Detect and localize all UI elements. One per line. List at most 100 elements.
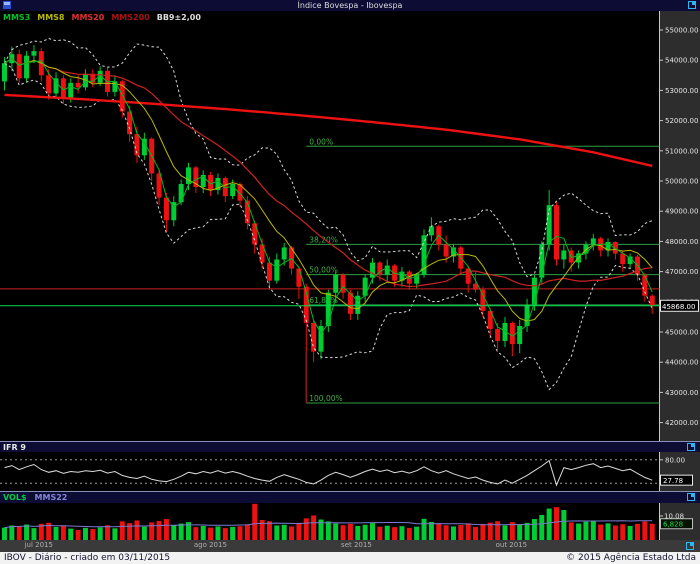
volume-bar bbox=[112, 528, 118, 540]
rsi-popout-icon[interactable] bbox=[687, 443, 695, 451]
volume-bar bbox=[509, 522, 515, 540]
y-axis-label: 45000.00 bbox=[665, 329, 698, 337]
volume-bar bbox=[82, 527, 88, 540]
last-price-box-label: 45868.00 bbox=[662, 303, 695, 311]
candle-body bbox=[362, 277, 368, 296]
volume-bar bbox=[583, 521, 589, 540]
volume-bar bbox=[296, 522, 302, 540]
time-axis-popout-icon[interactable] bbox=[686, 542, 694, 550]
volume-bar bbox=[31, 528, 37, 540]
volume-bar bbox=[554, 507, 559, 540]
candle-body bbox=[627, 256, 633, 265]
volume-bar bbox=[119, 521, 125, 540]
volume-bar bbox=[568, 522, 574, 540]
candle-body bbox=[340, 274, 346, 293]
candle-body bbox=[141, 138, 147, 156]
bollinger-band bbox=[4, 37, 653, 278]
rsi-panel-header[interactable]: IFR 9 bbox=[0, 441, 700, 452]
volume-bar bbox=[193, 527, 199, 540]
volume-bar bbox=[598, 524, 604, 540]
vol-scale-label: 10.08 bbox=[664, 513, 684, 521]
last-price-box bbox=[660, 299, 699, 312]
candle-body bbox=[649, 295, 655, 306]
volume-bar bbox=[392, 527, 398, 540]
volume-bar bbox=[318, 519, 324, 540]
status-bar: IBOV - Diário - criado em 03/11/2015 © 2… bbox=[0, 552, 700, 564]
candle-body bbox=[333, 274, 339, 293]
legend-item-mms8: MMS8 bbox=[37, 13, 65, 22]
candle-body bbox=[16, 54, 22, 79]
volume-bar bbox=[156, 520, 162, 540]
candle-body bbox=[2, 63, 7, 82]
candle-body bbox=[612, 242, 618, 254]
vol-mms22-line bbox=[4, 520, 653, 529]
candle-body bbox=[546, 205, 552, 245]
volume-bar bbox=[414, 526, 420, 540]
window-titlebar[interactable]: Índice Bovespa - Ibovespa bbox=[0, 0, 700, 11]
candle-body bbox=[281, 247, 287, 260]
vol-value-label: 6,828 bbox=[663, 521, 683, 529]
legend-item-mms3: MMS3 bbox=[3, 13, 31, 22]
volume-bar bbox=[186, 522, 191, 540]
candle-body bbox=[406, 271, 412, 284]
volume-bar bbox=[289, 526, 295, 540]
candle-body bbox=[230, 184, 236, 197]
volume-bar bbox=[487, 522, 493, 540]
volume-bar bbox=[75, 530, 81, 540]
volume-bar bbox=[642, 521, 648, 540]
candle-body bbox=[480, 289, 486, 311]
candle-body bbox=[311, 322, 317, 352]
volume-bar bbox=[215, 526, 221, 540]
time-axis-label: out 2015 bbox=[495, 541, 528, 549]
volume-bar bbox=[16, 526, 22, 540]
popout-icon[interactable] bbox=[688, 1, 696, 9]
status-right: © 2015 Agência Estado Ltda bbox=[566, 553, 696, 563]
volume-bar bbox=[620, 524, 626, 540]
volume-ma-label: MMS22 bbox=[34, 493, 68, 502]
mms3-line bbox=[4, 58, 653, 337]
candle-body bbox=[561, 250, 567, 260]
volume-bar bbox=[24, 524, 30, 540]
volume-bar bbox=[38, 523, 44, 540]
candle-body bbox=[208, 174, 214, 191]
volume-bar bbox=[406, 527, 412, 540]
candle-body bbox=[620, 253, 626, 265]
candle-body bbox=[82, 73, 88, 88]
volume-bar bbox=[200, 525, 206, 540]
candle-body bbox=[554, 205, 559, 260]
volume-bar bbox=[230, 526, 236, 540]
candle-body bbox=[53, 78, 59, 94]
volume-bar bbox=[325, 521, 331, 540]
candle-body bbox=[502, 322, 508, 342]
candle-body bbox=[450, 247, 456, 257]
candle-body bbox=[127, 111, 133, 135]
volume-bar bbox=[384, 525, 390, 540]
status-left: IBOV - Diário - criado em 03/11/2015 bbox=[4, 553, 171, 563]
candle-body bbox=[318, 325, 324, 352]
volume-bar bbox=[105, 525, 111, 540]
y-axis-label: 52000.00 bbox=[665, 117, 698, 125]
volume-bar bbox=[178, 523, 184, 540]
volume-bar bbox=[524, 522, 530, 540]
volume-chart-canvas[interactable]: 10.086,828 bbox=[0, 503, 700, 540]
y-axis-label: 42000.00 bbox=[665, 419, 698, 427]
volume-bar bbox=[60, 525, 66, 540]
candle-body bbox=[252, 223, 258, 245]
volume-bar bbox=[171, 525, 177, 540]
volume-bar bbox=[259, 520, 265, 540]
volume-popout-icon[interactable] bbox=[687, 493, 695, 501]
candle-body bbox=[200, 174, 206, 188]
candle-body bbox=[303, 286, 309, 323]
price-chart-canvas[interactable]: 0,00% 38,20% 50,00% 61,80% 100,00% 55000.00 54… bbox=[0, 24, 700, 441]
rsi-chart-canvas[interactable]: 80.00 27.78 bbox=[0, 452, 700, 491]
y-axis-label: 53000.00 bbox=[665, 87, 698, 95]
volume-bar bbox=[370, 523, 375, 540]
vol-value-box bbox=[660, 518, 693, 530]
candle-body bbox=[524, 304, 530, 326]
candle-body bbox=[355, 295, 361, 314]
candle-body bbox=[399, 271, 405, 281]
rsi-panel-title: IFR 9 bbox=[3, 442, 26, 452]
candle-body bbox=[377, 262, 383, 275]
volume-panel-header[interactable]: VOL$ MMS22 bbox=[0, 491, 700, 503]
